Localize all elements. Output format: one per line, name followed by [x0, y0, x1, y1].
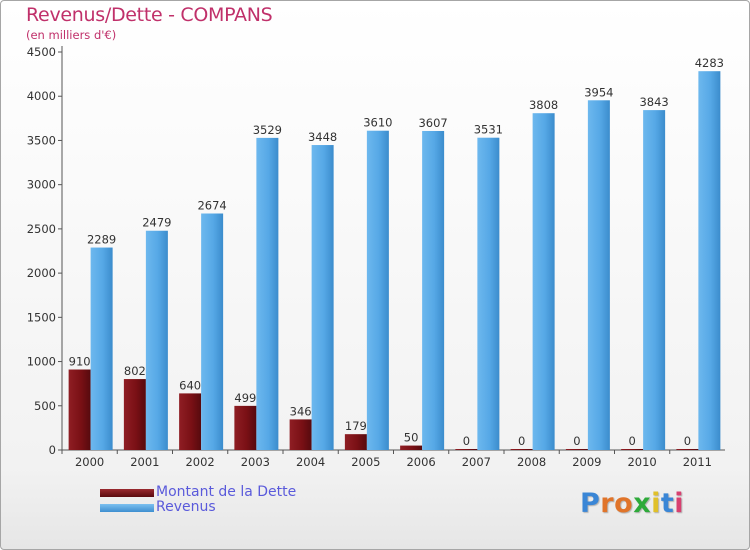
- y-tick-label: 1500: [27, 310, 56, 324]
- x-tick-label: 2007: [462, 455, 491, 469]
- data-label-dette-2000: 910: [69, 355, 91, 369]
- y-tick-label: 1000: [27, 355, 56, 369]
- bar-dette-2005: [344, 434, 367, 450]
- bar-dette-2000: [68, 369, 91, 450]
- x-tick-label: 2011: [683, 455, 712, 469]
- data-label-dette-2010: 0: [628, 434, 635, 448]
- y-tick-label: 4000: [27, 89, 56, 103]
- data-label-dette-2005: 179: [345, 419, 367, 433]
- bar-dette-2004: [289, 419, 312, 450]
- bar-revenus-2006: [422, 130, 445, 450]
- x-tick-label: 2003: [241, 455, 270, 469]
- data-label-dette-2007: 0: [463, 434, 470, 448]
- bar-revenus-2004: [311, 145, 334, 450]
- data-label-revenus-2000: 2289: [87, 233, 116, 247]
- y-tick-label: 2000: [27, 266, 56, 280]
- data-label-revenus-2006: 3607: [418, 116, 447, 130]
- bar-revenus-2010: [643, 110, 666, 450]
- legend-swatch-revenus: [100, 504, 154, 512]
- data-label-revenus-2008: 3808: [529, 98, 558, 112]
- x-tick-label: 2008: [517, 455, 546, 469]
- bar-revenus-2003: [256, 137, 279, 450]
- x-tick-label: 2001: [130, 455, 159, 469]
- bar-dette-2001: [123, 379, 146, 450]
- data-label-revenus-2010: 3843: [639, 95, 668, 109]
- bar-revenus-2008: [532, 113, 555, 450]
- legend-label-dette: Montant de la Dette: [156, 484, 297, 500]
- chart-subtitle: (en milliers d'€): [26, 28, 117, 42]
- y-tick-label: 4500: [27, 45, 56, 59]
- x-tick-label: 2005: [351, 455, 380, 469]
- data-label-revenus-2011: 4283: [695, 56, 724, 70]
- bar-revenus-2005: [366, 130, 389, 450]
- x-tick-label: 2009: [572, 455, 601, 469]
- data-label-dette-2009: 0: [573, 434, 580, 448]
- data-label-revenus-2009: 3954: [584, 85, 613, 99]
- bar-revenus-2009: [587, 100, 610, 451]
- bar-revenus-2007: [477, 137, 500, 450]
- x-tick-label: 2004: [296, 455, 325, 469]
- x-tick-label: 2000: [75, 455, 104, 469]
- y-tick-label: 3500: [27, 133, 56, 147]
- data-label-revenus-2003: 3529: [253, 123, 282, 137]
- bar-revenus-2011: [698, 71, 721, 450]
- data-label-revenus-2005: 3610: [363, 116, 392, 130]
- bar-revenus-2001: [145, 230, 168, 450]
- bar-dette-2006: [400, 445, 423, 450]
- data-label-revenus-2007: 3531: [474, 123, 503, 137]
- bar-dette-2002: [179, 393, 202, 450]
- y-tick-label: 3000: [27, 178, 56, 192]
- data-label-dette-2004: 346: [290, 404, 312, 418]
- x-tick-label: 2006: [406, 455, 435, 469]
- bar-dette-2003: [234, 405, 257, 450]
- data-label-dette-2011: 0: [684, 434, 691, 448]
- y-tick-label: 2500: [27, 222, 56, 236]
- data-label-dette-2003: 499: [234, 391, 256, 405]
- data-label-dette-2006: 50: [404, 431, 419, 445]
- x-tick-label: 2010: [627, 455, 656, 469]
- x-tick-label: 2002: [185, 455, 214, 469]
- y-tick-label: 500: [34, 399, 56, 413]
- y-tick-label: 0: [49, 443, 56, 457]
- data-label-revenus-2002: 2674: [197, 198, 226, 212]
- data-label-dette-2001: 802: [124, 364, 146, 378]
- proxiti-logo: Proxiti: [580, 488, 685, 519]
- legend-label-revenus: Revenus: [156, 499, 216, 515]
- bar-dette-2009: [565, 449, 588, 450]
- bar-dette-2008: [510, 449, 533, 450]
- data-label-dette-2002: 640: [179, 378, 201, 392]
- bar-revenus-2000: [90, 247, 113, 450]
- chart-title: Revenus/Dette - COMPANS: [26, 4, 273, 26]
- bar-dette-2010: [621, 449, 644, 450]
- data-label-revenus-2001: 2479: [142, 216, 171, 230]
- legend-swatch-dette: [100, 489, 154, 497]
- data-label-dette-2008: 0: [518, 434, 525, 448]
- bar-revenus-2002: [201, 213, 224, 450]
- bar-dette-2011: [676, 449, 699, 450]
- data-label-revenus-2004: 3448: [308, 130, 337, 144]
- bar-dette-2007: [455, 449, 478, 450]
